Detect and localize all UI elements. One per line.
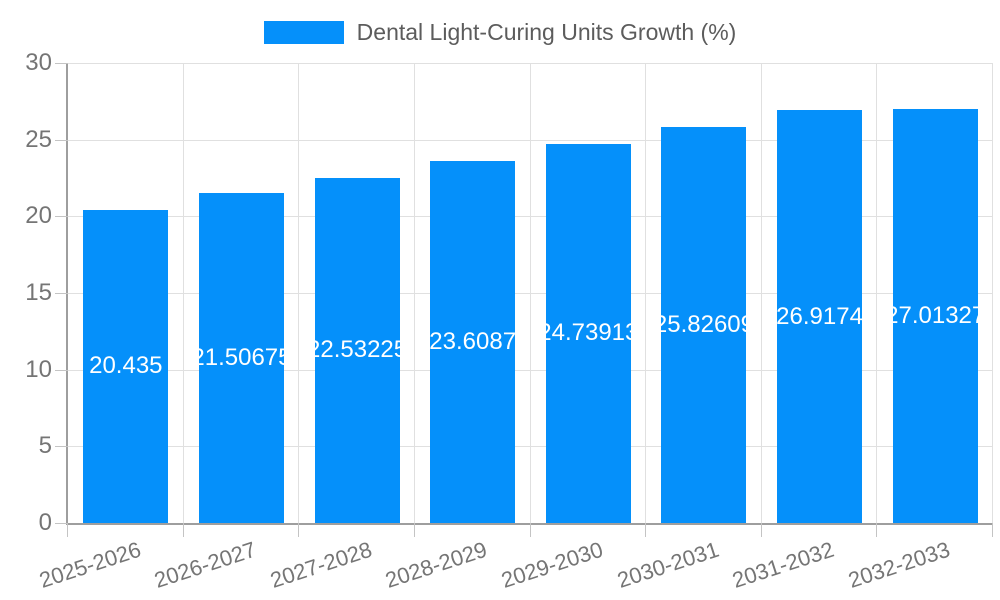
gridline-v [760, 63, 762, 523]
bar[interactable]: 20.435 [83, 209, 169, 523]
bar[interactable]: 27.01327 [892, 108, 978, 523]
x-axis-label: 2027-2028 [266, 536, 375, 593]
y-tick [55, 139, 68, 141]
y-tick [55, 523, 68, 524]
bar-value-label: 24.73913 [546, 319, 631, 347]
y-tick [55, 369, 68, 371]
x-tick [67, 523, 68, 537]
gridline-v [298, 63, 300, 523]
x-tick [645, 523, 647, 537]
y-axis-label: 5 [38, 432, 52, 460]
x-axis-label: 2030-2031 [613, 536, 722, 593]
bar[interactable]: 21.50675 [198, 193, 284, 523]
gridline-h [68, 139, 993, 141]
gridline-h [68, 63, 993, 64]
bar-value-label: 22.53225 [315, 336, 400, 364]
x-axis-label: 2029-2030 [498, 536, 607, 593]
x-tick [413, 523, 415, 537]
gridline-h [68, 446, 993, 448]
bar-value-label: 21.50675 [199, 344, 284, 372]
x-tick [760, 523, 762, 537]
bar-value-label: 23.6087 [430, 328, 516, 355]
x-tick [992, 523, 993, 537]
bar[interactable]: 25.82609 [661, 127, 747, 523]
gridline-h [68, 293, 993, 294]
bar[interactable]: 22.53225 [314, 177, 400, 523]
bar-value-label: 26.9174 [777, 302, 863, 330]
gridline-h [68, 369, 993, 371]
y-axis-line [66, 63, 68, 525]
y-axis-label: 30 [25, 49, 52, 76]
gridline-v [413, 63, 415, 523]
y-tick [55, 63, 68, 64]
gridline-v [645, 63, 647, 523]
y-tick [55, 293, 68, 294]
x-axis-label: 2032-2033 [845, 536, 953, 593]
y-axis-label: 10 [25, 355, 52, 383]
gridline-v [876, 63, 878, 523]
x-axis-label: 2026-2027 [151, 536, 260, 593]
legend-swatch-icon [263, 21, 344, 44]
gridline-v [182, 63, 184, 523]
x-tick [182, 523, 184, 537]
legend[interactable]: Dental Light-Curing Units Growth (%) [0, 21, 1000, 44]
x-tick [876, 523, 878, 537]
bar-value-label: 27.01327 [893, 301, 978, 329]
bar[interactable]: 26.9174 [777, 110, 863, 523]
bar-value-label: 20.435 [89, 352, 163, 380]
y-axis-label: 0 [38, 509, 52, 536]
gridline-v [529, 63, 531, 523]
x-axis-label: 2025-2026 [35, 536, 144, 593]
x-tick [298, 523, 300, 537]
bar[interactable]: 23.6087 [430, 161, 516, 523]
y-tick [55, 446, 68, 448]
y-axis-label: 20 [25, 202, 52, 230]
legend-label: Dental Light-Curing Units Growth (%) [356, 19, 737, 45]
bar[interactable]: 24.73913 [545, 143, 631, 523]
x-tick [529, 523, 531, 537]
x-axis-label: 2028-2029 [382, 536, 491, 593]
x-axis-label: 2031-2032 [729, 536, 838, 593]
y-axis-label: 15 [25, 279, 52, 306]
bar-value-label: 25.82609 [661, 311, 746, 338]
y-axis-label: 25 [25, 125, 52, 153]
gridline-h [68, 216, 993, 218]
y-tick [55, 216, 68, 218]
plot-area: 20.435 21.50675 22.53225 23.6087 24.73913 25.… [55, 63, 993, 537]
gridline-v [992, 63, 993, 523]
